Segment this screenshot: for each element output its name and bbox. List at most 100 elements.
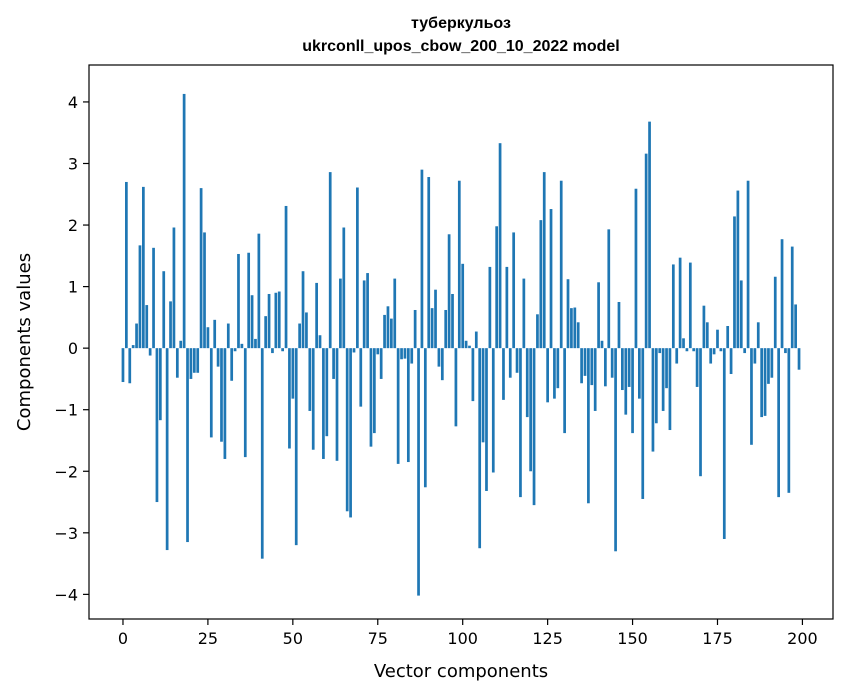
bar-91	[430, 308, 434, 349]
bar-145	[614, 348, 617, 552]
bar-171	[702, 305, 706, 349]
bar-34	[237, 253, 240, 349]
bar-157	[654, 348, 658, 424]
bar-48	[284, 205, 288, 349]
chart-title: туберкульоз	[411, 15, 511, 32]
bar-197	[790, 246, 794, 349]
bar-39	[254, 338, 257, 349]
bar-47	[281, 348, 284, 352]
bar-137	[587, 348, 590, 504]
bar-36	[243, 348, 247, 458]
bar-103	[471, 348, 475, 402]
bar-70	[359, 348, 363, 407]
bar-37	[247, 252, 251, 349]
y-tick-label: 2	[68, 216, 78, 235]
bar-73	[369, 348, 373, 447]
bar-20	[189, 348, 193, 379]
y-tick-label: −4	[54, 585, 78, 604]
bar-6	[142, 186, 145, 349]
bar-146	[617, 301, 621, 349]
bar-5	[138, 245, 142, 349]
bar-148	[624, 348, 628, 415]
x-tick-label: 25	[198, 629, 218, 648]
bar-173	[709, 348, 713, 364]
bar-31	[226, 323, 230, 349]
bar-63	[335, 348, 339, 461]
bar-62	[332, 348, 335, 379]
bar-119	[525, 348, 529, 418]
bar-135	[580, 348, 583, 384]
bar-68	[352, 348, 356, 353]
bar-95	[444, 309, 448, 349]
bar-17	[179, 340, 183, 349]
bar-49	[288, 348, 291, 449]
bar-84	[406, 348, 410, 463]
x-tick-label: 150	[617, 629, 648, 648]
bar-164	[678, 257, 682, 349]
x-tick-label: 100	[447, 629, 478, 648]
bar-166	[685, 348, 689, 352]
y-tick-label: −1	[54, 401, 78, 420]
bar-24	[203, 232, 206, 349]
bar-79	[390, 318, 393, 349]
bar-46	[277, 291, 281, 349]
bar-187	[756, 322, 760, 349]
bar-151	[634, 188, 638, 349]
bar-174	[712, 348, 716, 355]
bar-100	[461, 263, 465, 349]
bar-23	[199, 188, 203, 349]
y-tick-label: 3	[68, 154, 78, 173]
bar-15	[172, 227, 176, 349]
bar-147	[621, 348, 624, 391]
bar-154	[644, 153, 648, 349]
bar-98	[454, 348, 458, 427]
bar-35	[240, 343, 244, 349]
bar-81	[396, 348, 400, 464]
bars-group	[121, 93, 801, 596]
bar-33	[233, 348, 237, 352]
bar-108	[488, 266, 492, 349]
bar-44	[271, 348, 274, 354]
bar-71	[362, 280, 366, 349]
bar-140	[597, 282, 600, 349]
bar-52	[298, 323, 301, 349]
bar-115	[512, 232, 516, 349]
bar-61	[328, 172, 332, 349]
bar-156	[651, 348, 655, 452]
bar-67	[349, 348, 352, 518]
chart-subtitle: ukrconll_upos_cbow_200_10_2022 model	[302, 38, 619, 55]
bar-54	[305, 312, 308, 349]
bar-32	[230, 348, 234, 381]
bar-64	[339, 278, 342, 349]
bar-124	[542, 172, 546, 349]
bar-195	[784, 348, 787, 354]
bar-123	[539, 220, 543, 349]
bar-133	[573, 307, 577, 349]
bar-2	[128, 348, 132, 384]
bar-199	[797, 348, 801, 370]
bar-60	[325, 348, 329, 437]
plot-frame	[88, 64, 834, 620]
bar-8	[148, 348, 152, 356]
bar-42	[264, 316, 268, 349]
bar-175	[716, 329, 719, 349]
bar-93	[437, 348, 441, 367]
x-axis-ticks: 0 25 50 75 100 125 150 175 200	[118, 619, 818, 648]
bar-159	[661, 348, 665, 411]
bar-30	[223, 348, 227, 459]
bar-172	[705, 322, 709, 349]
bar-69	[356, 187, 359, 349]
bar-50	[291, 348, 295, 399]
bar-120	[529, 348, 532, 472]
bar-176	[719, 348, 723, 352]
y-tick-label: 4	[68, 93, 78, 112]
bar-21	[192, 348, 196, 373]
y-axis-ticks: −4 −3 −2 −1 0 1 2 3 4	[54, 93, 89, 604]
bar-162	[671, 264, 675, 349]
bar-94	[440, 348, 444, 381]
bar-26	[209, 348, 213, 438]
bar-9	[152, 247, 155, 349]
bar-112	[502, 348, 505, 400]
bar-83	[403, 348, 407, 359]
bar-158	[658, 348, 662, 354]
